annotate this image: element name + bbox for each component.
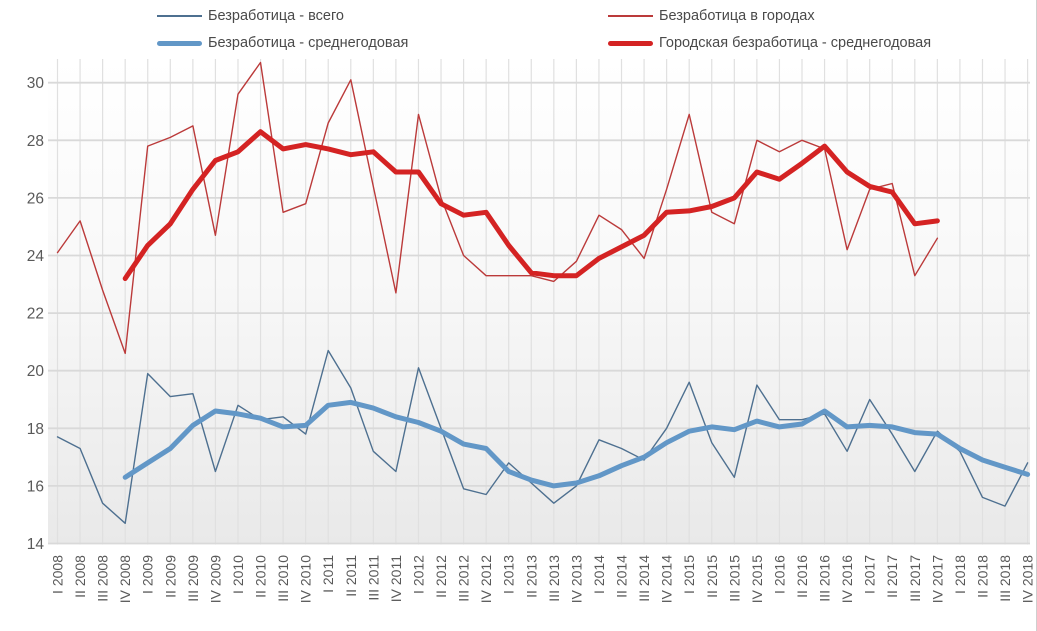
plot-background [48,59,1030,544]
svg-text:III 2011: III 2011 [365,555,381,601]
legend-label: Безработица - всего [208,8,344,24]
svg-text:II 2014: II 2014 [614,555,630,598]
series-line-0 [56,349,1029,524]
svg-text:IV 2010: IV 2010 [298,555,314,603]
svg-text:IV 2013: IV 2013 [568,555,584,603]
svg-text:III 2018: III 2018 [997,555,1013,602]
svg-text:22: 22 [27,306,44,323]
svg-text:I 2011: I 2011 [320,555,336,593]
svg-text:II 2008: II 2008 [72,555,88,598]
svg-text:II 2009: II 2009 [162,555,178,598]
svg-text:III 2013: III 2013 [546,555,562,602]
svg-text:18: 18 [27,421,44,438]
svg-text:IV 2012: IV 2012 [478,555,494,603]
svg-text:I 2013: I 2013 [501,555,517,594]
legend-label: Городская безработица - среднегодовая [659,35,932,51]
legend-line-swatch-urban [608,15,653,17]
series-line-3 [122,129,940,281]
legend-item-urban[interactable]: Безработица в городах [608,8,815,24]
svg-text:III 2016: III 2016 [817,555,833,602]
svg-text:IV 2018: IV 2018 [1020,555,1036,603]
svg-text:III 2008: III 2008 [95,555,111,602]
svg-text:I 2014: I 2014 [591,555,607,594]
svg-text:26: 26 [27,190,44,207]
svg-text:24: 24 [27,248,45,265]
svg-text:II 2010: II 2010 [253,555,269,598]
svg-text:I 2008: I 2008 [50,555,66,594]
horizontal-gridlines [48,81,1030,545]
legend-item-total-average[interactable]: Безработица - среднегодовая [157,35,408,51]
svg-text:I 2012: I 2012 [410,555,426,594]
legend-item-total[interactable]: Безработица - всего [157,8,344,24]
svg-text:II 2011: II 2011 [343,555,359,597]
svg-text:IV 2015: IV 2015 [749,555,765,603]
svg-text:20: 20 [27,363,45,380]
svg-text:II 2013: II 2013 [523,555,539,598]
svg-text:III 2017: III 2017 [907,555,923,602]
svg-text:I 2015: I 2015 [681,555,697,594]
svg-text:14: 14 [27,536,45,553]
svg-text:III 2012: III 2012 [456,555,472,602]
legend-label: Безработица в городах [659,8,815,24]
legend-line-swatch-total [157,15,202,17]
chart-legend: Безработица - всего Безработица в города… [0,0,1036,58]
svg-text:II 2015: II 2015 [704,555,720,598]
svg-text:I 2010: I 2010 [230,555,246,594]
svg-text:III 2010: III 2010 [275,555,291,602]
svg-text:IV 2014: IV 2014 [659,555,675,603]
svg-text:II 2012: II 2012 [433,555,449,598]
svg-text:16: 16 [27,478,44,495]
svg-text:28: 28 [27,133,44,150]
legend-line-swatch-total-average [157,40,202,46]
series-line-2 [122,399,1031,489]
svg-text:II 2017: II 2017 [884,555,900,598]
svg-text:30: 30 [27,75,45,92]
svg-text:IV 2017: IV 2017 [929,555,945,603]
svg-text:I 2018: I 2018 [952,555,968,594]
svg-text:II 2016: II 2016 [794,555,810,598]
x-axis-labels: I 2008 II 2008 III 2008 IV 2008 I 2009 II 200… [50,555,1036,603]
svg-text:IV 2009: IV 2009 [207,555,223,603]
y-axis-labels: 14 16 18 20 22 24 26 28 30 [27,75,45,553]
svg-text:III 2014: III 2014 [636,555,652,602]
svg-text:III 2009: III 2009 [185,555,201,602]
series-line-1 [56,61,939,355]
svg-text:IV 2016: IV 2016 [839,555,855,603]
svg-text:I 2016: I 2016 [771,555,787,594]
legend-line-swatch-urban-average [608,40,653,46]
legend-label: Безработица - среднегодовая [208,35,409,51]
legend-item-urban-average[interactable]: Городская безработица - среднегодовая [608,35,931,51]
svg-text:IV 2011: IV 2011 [388,555,404,602]
svg-text:I 2017: I 2017 [862,555,878,594]
svg-text:III 2015: III 2015 [726,555,742,602]
svg-text:IV 2008: IV 2008 [117,555,133,603]
svg-text:II 2018: II 2018 [974,555,990,598]
svg-text:I 2009: I 2009 [140,555,156,594]
